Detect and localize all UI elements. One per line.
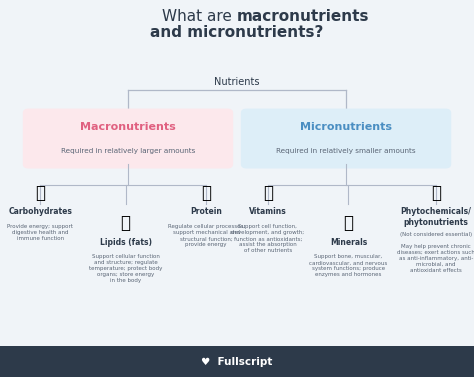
Text: Support cell function,
development, and growth;
function as antioxidants;
assist: Support cell function, development, and … (231, 224, 304, 253)
FancyBboxPatch shape (0, 346, 474, 377)
Text: Support cellular function
and structure; regulate
temperature; protect body
orga: Support cellular function and structure;… (89, 254, 162, 284)
Text: Macronutrients: Macronutrients (80, 123, 176, 132)
Text: 🫒: 🫒 (120, 214, 131, 232)
Text: Carbohydrates: Carbohydrates (9, 207, 72, 216)
Text: 🍊: 🍊 (263, 184, 273, 202)
Text: Lipids (fats): Lipids (fats) (100, 238, 152, 247)
Text: 🥬: 🥬 (343, 214, 354, 232)
Text: and micronutrients?: and micronutrients? (150, 25, 324, 40)
Text: Required in relatively smaller amounts: Required in relatively smaller amounts (276, 148, 416, 154)
Text: 🍌: 🍌 (35, 184, 46, 202)
Text: Protein: Protein (190, 207, 222, 216)
FancyBboxPatch shape (241, 109, 451, 169)
Text: Nutrients: Nutrients (214, 77, 260, 87)
Text: ♥  Fullscript: ♥ Fullscript (201, 357, 273, 366)
Text: macronutrients: macronutrients (237, 9, 370, 25)
FancyBboxPatch shape (23, 109, 233, 169)
Text: Minerals: Minerals (330, 238, 367, 247)
Text: What are: What are (162, 9, 237, 25)
Text: Vitamins: Vitamins (249, 207, 287, 216)
Text: Provide energy; support
digestive health and
immune function: Provide energy; support digestive health… (8, 224, 73, 241)
Text: (Not considered essential)

May help prevent chronic
diseases; exert actions suc: (Not considered essential) May help prev… (397, 232, 474, 273)
Text: Regulate cellular processes;
support mechanical and
structural function;
provide: Regulate cellular processes; support mec… (168, 224, 245, 247)
Text: 🧄: 🧄 (431, 184, 441, 202)
Text: Support bone, muscular,
cardiovascular, and nervous
system functions; produce
en: Support bone, muscular, cardiovascular, … (309, 254, 388, 277)
Text: Phytochemicals/
phytonutrients: Phytochemicals/ phytonutrients (401, 207, 472, 227)
Text: Micronutrients: Micronutrients (300, 123, 392, 132)
Text: Required in relatively larger amounts: Required in relatively larger amounts (61, 148, 195, 154)
Text: 🥩: 🥩 (201, 184, 211, 202)
